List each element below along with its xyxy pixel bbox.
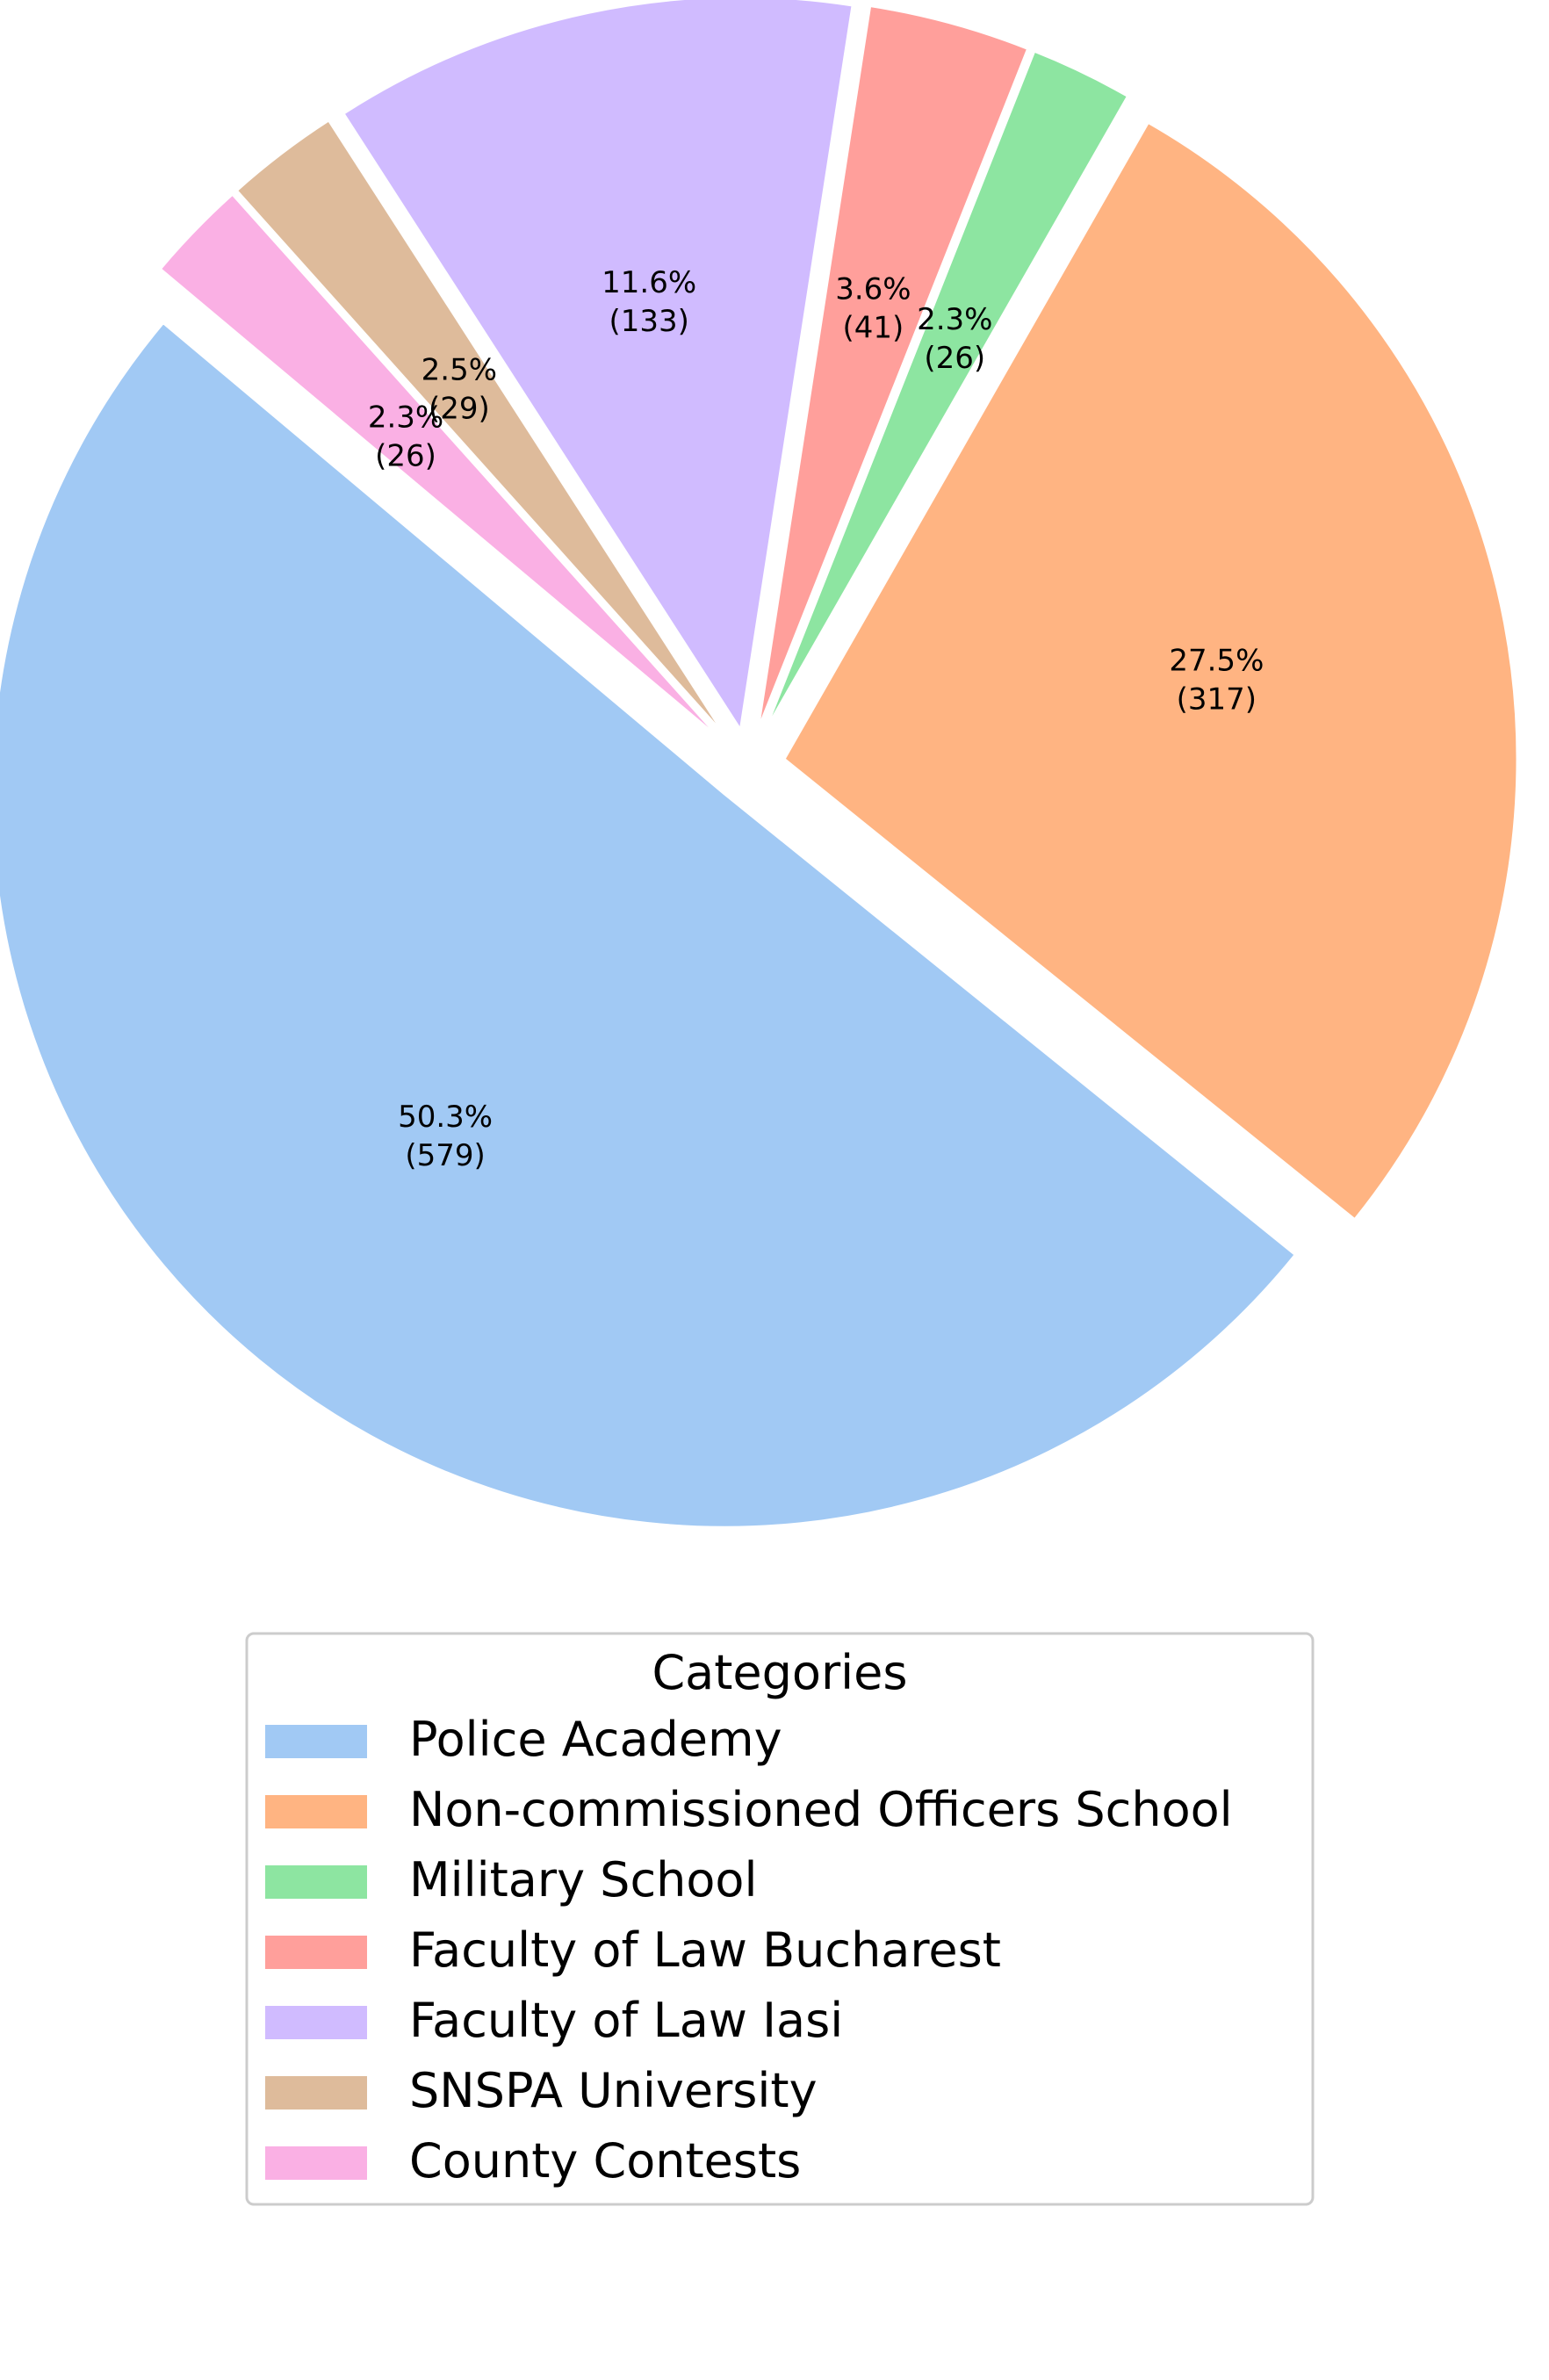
slice-count-label: (26): [924, 341, 985, 376]
legend-label: Faculty of Law Iasi: [409, 1993, 843, 2048]
slice-label-1: 27.5% (317): [1169, 644, 1264, 718]
slice-percent-label: 2.3%: [368, 400, 443, 436]
legend-swatch: [265, 2006, 367, 2039]
legend-label: Faculty of Law Bucharest: [409, 1922, 1001, 1978]
slice-label-2: 2.3% (26): [917, 302, 992, 376]
legend-swatch: [265, 1936, 367, 1969]
pie-slice-6: [158, 192, 724, 742]
legend-entry-4: Faculty of Law Iasi: [265, 1993, 843, 2048]
slice-count-label: (579): [405, 1138, 485, 1173]
legend-label: Military School: [409, 1852, 757, 1908]
slice-count-label: (133): [609, 304, 688, 339]
slice-count-label: (26): [375, 439, 436, 474]
legend-entry-3: Faculty of Law Bucharest: [265, 1922, 1001, 1978]
pie-slices: [0, 0, 1519, 1529]
pie-slice-0: [0, 321, 1298, 1529]
slice-percent-label: 3.6%: [835, 271, 911, 307]
legend-label: SNSPA University: [409, 2063, 818, 2118]
legend-entry-0: Police Academy: [265, 1712, 782, 1767]
pie-slice-5: [234, 118, 727, 738]
legend-entry-2: Military School: [265, 1852, 757, 1908]
slice-label-4: 11.6% (133): [602, 265, 696, 339]
legend-swatch: [265, 2076, 367, 2110]
legend-label: Police Academy: [409, 1712, 782, 1767]
slice-percent-label: 2.3%: [917, 302, 992, 337]
legend-swatch: [265, 1795, 367, 1828]
legend-swatch: [265, 2146, 367, 2180]
legend-title: Categories: [652, 1645, 907, 1700]
legend-entry-1: Non-commissioned Officers School: [265, 1782, 1233, 1837]
slice-percent-label: 2.5%: [421, 352, 497, 387]
pie-slice-4: [341, 0, 854, 734]
slice-count-label: (317): [1177, 682, 1257, 718]
legend-swatch: [265, 1725, 367, 1758]
pie-slice-2: [762, 49, 1130, 734]
slice-count-label: (41): [843, 310, 904, 345]
slice-label-0: 50.3% (579): [398, 1100, 493, 1173]
slice-label-5: 2.5% (29): [421, 352, 497, 426]
slice-label-3: 3.6% (41): [835, 271, 911, 345]
pie-slice-1: [782, 120, 1519, 1222]
legend-swatch: [265, 1865, 367, 1899]
legend-entry-5: SNSPA University: [265, 2063, 818, 2118]
slice-percent-label: 50.3%: [398, 1100, 493, 1135]
legend: Categories Police Academy Non-commissione…: [245, 1632, 1315, 2206]
legend-label: Non-commissioned Officers School: [409, 1782, 1233, 1837]
slice-label-6: 2.3% (26): [368, 400, 443, 474]
legend-label: County Contests: [409, 2133, 801, 2189]
legend-entries: Police Academy Non-commissioned Officers …: [265, 1712, 1233, 2189]
legend-entry-6: County Contests: [265, 2133, 801, 2189]
pie-slice-3: [756, 4, 1030, 732]
legend-box: [245, 1632, 1315, 2206]
slice-percent-label: 27.5%: [1169, 644, 1264, 679]
slice-labels: 50.3% (579)27.5% (317)2.3% (26)3.6% (41)11.6…: [368, 265, 1264, 1173]
slice-percent-label: 11.6%: [602, 265, 696, 300]
slice-count-label: (29): [429, 391, 490, 426]
